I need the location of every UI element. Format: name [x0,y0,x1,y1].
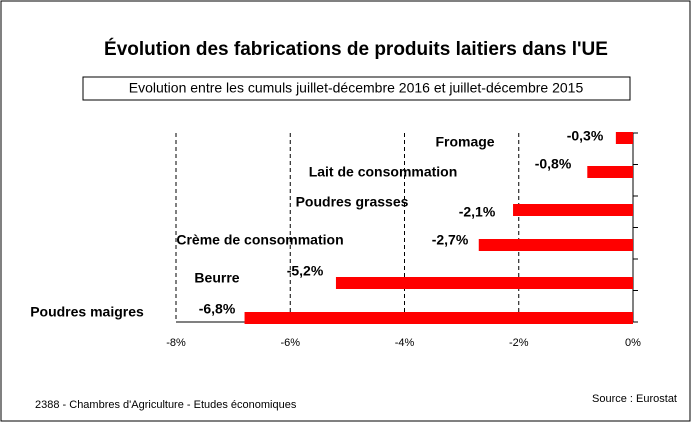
category-label: Beurre [194,270,239,286]
x-tick-label: -4% [395,337,415,349]
bar [335,277,633,289]
value-label: -0,3% [567,128,604,144]
category-label: Crème de consommation [176,232,343,248]
value-label: -6,8% [199,301,236,317]
x-tick-label: -6% [280,337,300,349]
x-tick-label: -2% [509,337,529,349]
chart-title: Évolution des fabrications de produits l… [104,38,608,60]
bar [244,312,634,324]
category-label: Poudres grasses [296,194,409,210]
bar [478,239,633,251]
category-label: Fromage [435,134,494,150]
category-label: Poudres maigres [30,304,144,320]
bar [587,166,633,178]
x-tick-label: -8% [166,337,186,349]
footer-left: 2388 - Chambres d'Agriculture - Etudes é… [35,399,297,411]
bar [513,204,633,216]
footer-right: Source : Eurostat [592,393,677,405]
value-label: -2,1% [459,204,496,220]
subtitle-box [82,76,631,101]
bar [615,132,633,144]
x-tick-label: 0% [625,337,641,349]
chart-subtitle: Evolution entre les cumuls juillet-décem… [129,80,584,96]
value-label: -5,2% [287,263,324,279]
value-label: -2,7% [432,232,469,248]
category-label: Lait de consommation [309,164,458,180]
value-label: -0,8% [535,156,572,172]
